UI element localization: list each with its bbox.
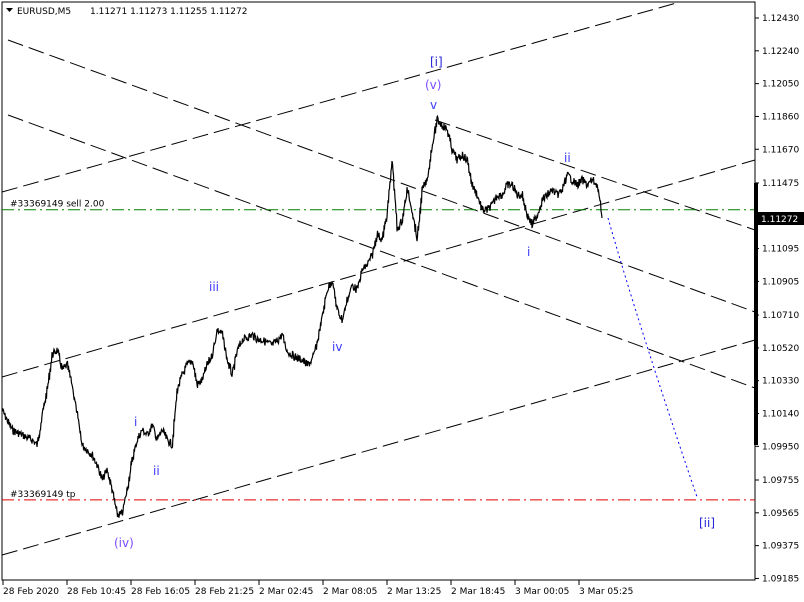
time-tick-label: 3 Mar 05:25 [579, 587, 633, 597]
wave-label: i [527, 245, 530, 259]
price-axis[interactable]: 1.12430 1.12240 1.12050 1.11860 1.11670 1.114… [755, 14, 799, 584]
wave-label: ii [564, 151, 571, 165]
wave-label: iii [209, 280, 219, 294]
price-tick-label: 1.09950 [762, 442, 799, 452]
time-tick-label: 28 Feb 21:25 [195, 587, 254, 597]
price-tick-label: 1.10905 [762, 277, 799, 287]
wave-label: iv [332, 340, 342, 354]
price-series-line [1, 114, 603, 518]
price-tick-label: 1.11475 [762, 179, 799, 189]
price-tick-label: 1.10330 [762, 377, 799, 387]
wave-label: (v) [425, 78, 441, 92]
wave-label: [i] [430, 55, 443, 69]
take-profit-label: #33369149 tp [10, 490, 76, 500]
trendlines [1, 1, 756, 556]
symbol-timeframe: EURUSD,M5 [17, 7, 71, 17]
current-price-tag [756, 212, 804, 225]
wave-label: [ii] [699, 516, 715, 530]
trendline-asc-1[interactable] [1, 1, 681, 193]
sell-order-label: #33369149 sell 2.00 [10, 200, 105, 210]
trendline-asc-3[interactable] [1, 339, 756, 556]
time-tick-label: 2 Mar 18:45 [451, 587, 505, 597]
price-tick-label: 1.12240 [762, 47, 799, 57]
time-tick-label: 28 Feb 2020 [3, 587, 59, 597]
price-tick-label: 1.11860 [762, 112, 799, 122]
wave-label: (iv) [114, 536, 134, 550]
time-tick-label: 28 Feb 10:45 [67, 587, 126, 597]
trendline-desc-1[interactable] [434, 119, 756, 231]
price-tick-label: 1.09375 [762, 542, 799, 552]
price-tick-label: 1.09755 [762, 476, 799, 486]
price-tick-label: 1.11670 [762, 145, 799, 155]
triangle-down-icon[interactable] [6, 8, 13, 12]
price-tick-label: 1.11095 [762, 245, 799, 255]
trendline-asc-2[interactable] [1, 159, 756, 378]
price-tick-label: 1.10710 [762, 311, 799, 321]
price-tick-label: 1.12050 [762, 80, 799, 90]
chart-area[interactable] [1, 1, 756, 581]
time-axis[interactable]: 28 Feb 2020 28 Feb 10:45 28 Feb 16:05 28 Fe… [2, 580, 633, 597]
price-tick-label: 1.09185 [762, 574, 799, 584]
wave-label: ii [153, 464, 160, 478]
trendline-desc-3[interactable] [7, 114, 756, 389]
wave-label: i [134, 415, 137, 429]
time-tick-label: 3 Mar 00:05 [515, 587, 569, 597]
price-tick-label: 1.12430 [762, 14, 799, 24]
time-tick-label: 2 Mar 02:45 [259, 587, 313, 597]
price-tick-label: 1.10140 [762, 410, 799, 420]
price-tick-label: 1.09565 [762, 509, 799, 519]
time-tick-label: 28 Feb 16:05 [131, 587, 190, 597]
trendline-desc-2[interactable] [7, 39, 756, 313]
projection-path [607, 217, 698, 498]
time-tick-label: 2 Mar 13:25 [387, 587, 441, 597]
ohlc-values: 1.11271 1.11273 1.11255 1.11272 [90, 7, 247, 17]
price-tick-label: 1.10520 [762, 344, 799, 354]
time-tick-label: 2 Mar 08:05 [323, 587, 377, 597]
price-range-bar [754, 183, 758, 445]
wave-label: v [430, 98, 437, 112]
current-price-value: 1.11272 [761, 215, 798, 225]
